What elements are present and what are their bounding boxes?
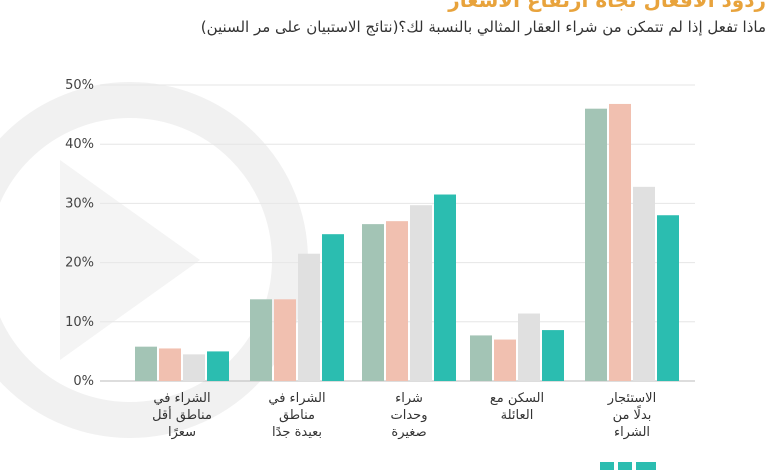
bar — [609, 103, 631, 381]
x-tick-label: مناطق — [279, 408, 315, 423]
x-tick-label: السكن مع — [490, 391, 544, 406]
x-tick-label: بعيدة جدًا — [272, 425, 322, 440]
bar — [183, 354, 205, 381]
bar — [386, 221, 408, 381]
x-tick-label: مناطق أقل — [152, 406, 212, 423]
bar — [518, 313, 540, 381]
x-tick-label: الشراء — [614, 425, 650, 440]
x-tick-label: الاستئجار — [607, 391, 656, 406]
bar — [250, 299, 272, 381]
bar — [585, 108, 607, 382]
x-tick-label: شراء — [395, 391, 423, 406]
x-tick-label: سعرًا — [168, 425, 196, 440]
x-tick-label: بدلًا من — [613, 405, 652, 423]
x-tick-label: الشراء في — [268, 391, 325, 406]
x-tick-label: الشراء في — [153, 391, 210, 406]
chart-subtitle: ماذا تفعل إذا لم تتمكن من شراء العقار ال… — [200, 18, 766, 36]
y-tick-label: 50% — [65, 78, 94, 93]
y-tick-label: 0% — [73, 374, 94, 389]
bar — [470, 335, 492, 381]
bar — [298, 253, 320, 381]
y-tick-label: 40% — [65, 137, 94, 152]
bar — [135, 346, 157, 381]
bar — [434, 194, 456, 381]
bar — [494, 339, 516, 381]
bar — [159, 348, 181, 381]
bar — [274, 299, 296, 381]
bar — [207, 351, 229, 381]
x-tick-label: صغيرة — [391, 425, 426, 440]
bar — [362, 224, 384, 381]
bar — [633, 186, 655, 381]
bar — [542, 330, 564, 381]
x-tick-label: وحدات — [391, 408, 428, 423]
y-tick-label: 30% — [65, 196, 94, 211]
bar — [322, 234, 344, 381]
brand-logo — [600, 462, 656, 470]
bar — [410, 205, 432, 381]
bar — [657, 215, 679, 381]
x-tick-label: العائلة — [501, 408, 534, 423]
y-tick-label: 10% — [65, 315, 94, 330]
y-tick-label: 20% — [65, 256, 94, 271]
chart-title: ردود الأفعال تجاه ارتفاع الأسعار — [448, 0, 766, 12]
